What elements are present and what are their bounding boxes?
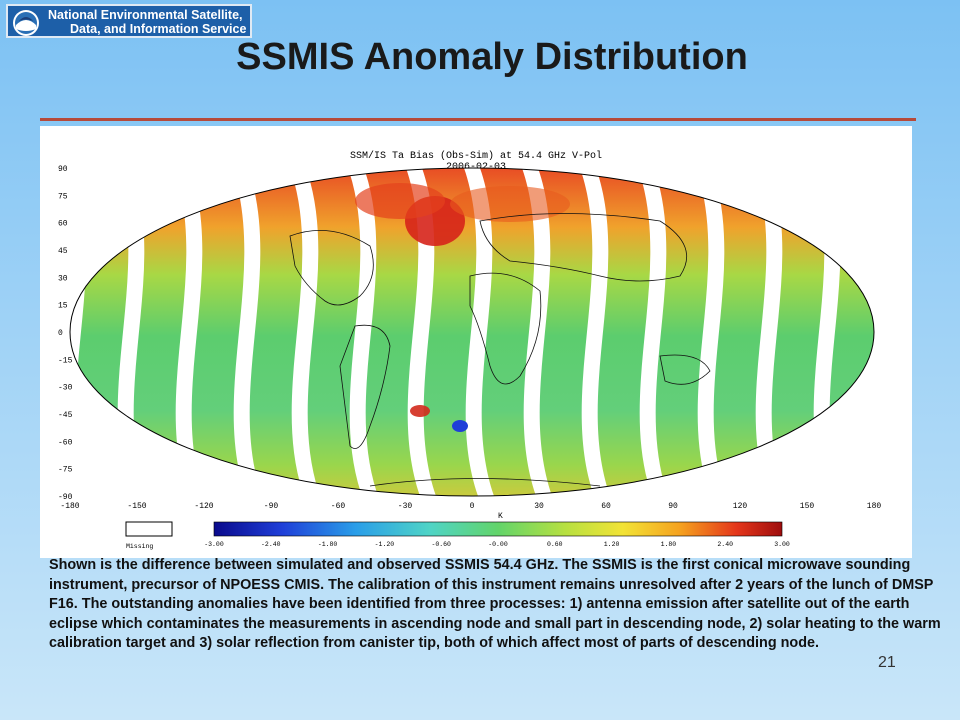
lat-tick-label: -30 — [58, 384, 73, 393]
colorbar-tick-label: 0.60 — [547, 541, 563, 548]
lat-tick-label: 45 — [58, 247, 68, 256]
title-divider — [40, 118, 916, 121]
figure-caption: Shown is the difference between simulate… — [49, 557, 941, 651]
lon-tick-label: 120 — [733, 502, 748, 511]
colorbar-unit: K — [498, 512, 503, 521]
colorbar-ticks: -3.00 -2.40 -1.80 -1.20 -0.60 -0.00 0.60 1.20 1.… — [204, 541, 790, 548]
lat-tick-label: -45 — [58, 411, 73, 420]
lat-tick-label: 0 — [58, 329, 63, 338]
lon-tick-label: -180 — [60, 502, 79, 511]
anomaly-map-figure: SSM/IS Ta Bias (Obs-Sim) at 54.4 GHz V-P… — [40, 126, 912, 558]
colorbar-tick-label: -1.80 — [318, 541, 338, 548]
lon-tick-label: -120 — [194, 502, 213, 511]
longitude-ticks: -180 -150 -120 -90 -60 -30 0 30 60 90 120 150 180 — [60, 502, 881, 511]
lat-tick-label: 30 — [58, 274, 68, 283]
colorbar-tick-label: 3.00 — [774, 541, 790, 548]
anomaly-map: SSM/IS Ta Bias (Obs-Sim) at 54.4 GHz V-P… — [58, 150, 881, 550]
colorbar-tick-label: 1.80 — [661, 541, 677, 548]
swath-gap — [290, 168, 320, 496]
map-title: SSM/IS Ta Bias (Obs-Sim) at 54.4 GHz V-P… — [350, 150, 602, 162]
coastlines — [289, 213, 711, 487]
missing-swatch — [125, 521, 173, 537]
lat-tick-label: 15 — [58, 302, 68, 311]
lat-tick-label: -15 — [58, 356, 73, 365]
latitude-ticks: 90 75 60 45 30 15 0 -15 -30 -45 -60 -75 -90 — [58, 165, 73, 502]
lat-tick-label: -90 — [58, 493, 73, 502]
swath-gap — [754, 168, 784, 496]
lon-tick-label: 60 — [601, 502, 611, 511]
lat-tick-label: 75 — [58, 192, 68, 201]
slide-number: 21 — [878, 654, 896, 671]
map-outline — [69, 167, 875, 497]
lat-tick-label: 90 — [58, 165, 68, 174]
colorbar-tick-label: -2.40 — [261, 541, 281, 548]
noaa-banner: National Environmental Satellite, Data, … — [6, 4, 252, 38]
swath-gap — [348, 168, 378, 496]
swath-gap — [696, 168, 726, 496]
lon-tick-label: 90 — [668, 502, 678, 511]
lon-tick-label: -150 — [127, 502, 146, 511]
swath-gap — [638, 168, 668, 496]
lon-tick-label: 30 — [534, 502, 544, 511]
lon-tick-label: -90 — [264, 502, 279, 511]
lat-tick-label: 60 — [58, 220, 68, 229]
colorbar-tick-label: -3.00 — [204, 541, 224, 548]
colorbar-tick-label: -0.00 — [488, 541, 508, 548]
lat-tick-label: -75 — [58, 466, 73, 475]
swath-gap — [232, 168, 262, 496]
lon-tick-label: 0 — [470, 502, 475, 511]
colorbar-tick-label: 2.40 — [717, 541, 733, 548]
anomaly-hotspots — [355, 183, 570, 432]
swath-gap — [522, 168, 552, 496]
colorbar-tick-label: 1.20 — [604, 541, 620, 548]
colorbar — [213, 521, 783, 537]
colorbar-tick-label: -1.20 — [375, 541, 395, 548]
swath-gap — [464, 168, 494, 496]
banner-line-2: Data, and Information Service — [70, 22, 247, 36]
lon-tick-label: 180 — [867, 502, 882, 511]
lon-tick-label: -60 — [331, 502, 346, 511]
banner-line-1: National Environmental Satellite, — [48, 8, 243, 22]
colorbar-tick-label: -0.60 — [431, 541, 451, 548]
banner-text: National Environmental Satellite, Data, … — [48, 8, 246, 36]
map-date: 2006-02-03 — [446, 162, 506, 173]
missing-label: Missing — [126, 543, 153, 550]
swath-gap — [580, 168, 610, 496]
lon-tick-label: 150 — [800, 502, 815, 511]
map-body — [70, 168, 874, 496]
missing-swath-gaps — [70, 168, 874, 496]
lon-tick-label: -30 — [398, 502, 413, 511]
slide-title: SSMIS Anomaly Distribution — [236, 36, 748, 78]
lat-tick-label: -60 — [58, 438, 73, 447]
noaa-logo-icon — [13, 10, 39, 36]
swath-gap — [174, 168, 204, 496]
